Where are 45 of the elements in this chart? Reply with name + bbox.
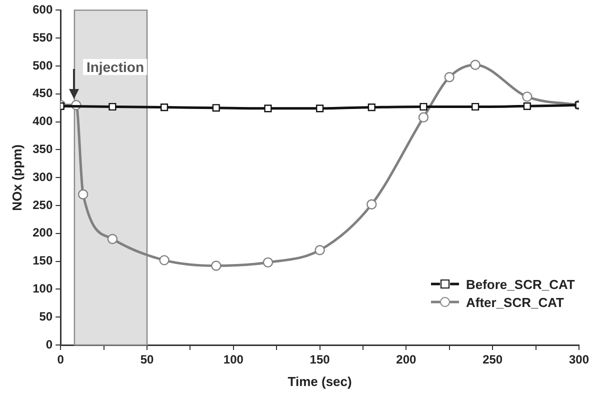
- point: [159, 255, 170, 266]
- y-tick-label: 150: [32, 254, 53, 268]
- point: [470, 60, 480, 70]
- point: [211, 260, 222, 271]
- y-tick-label: 400: [32, 114, 53, 128]
- point: [316, 104, 324, 112]
- legend-label: After_SCR_CAT: [466, 294, 564, 310]
- y-tick-label: 350: [32, 142, 53, 156]
- x-tick-label: 150: [310, 352, 330, 367]
- x-tick-label: 300: [568, 352, 590, 367]
- point: [420, 102, 428, 111]
- point: [107, 234, 118, 244]
- point: [78, 189, 88, 200]
- point: [368, 104, 376, 112]
- y-tick-label: 200: [32, 226, 53, 240]
- x-tick-label: 0: [57, 352, 64, 367]
- x-tick-label: 50: [140, 352, 154, 367]
- point: [522, 92, 532, 102]
- point: [262, 257, 274, 268]
- y-tick-label: 600: [32, 2, 53, 17]
- y-tick-label: 550: [32, 30, 53, 44]
- legend-label: Before_SCR_CAT: [466, 276, 575, 292]
- point: [314, 245, 325, 256]
- y-tick-label: 250: [32, 198, 53, 212]
- point: [366, 199, 377, 210]
- x-tick-label: 100: [223, 352, 244, 367]
- point: [444, 72, 454, 82]
- x-tick-label: 250: [482, 352, 503, 367]
- point: [523, 102, 531, 110]
- y-tick-label: 0: [46, 337, 53, 352]
- y-tick-label: 100: [32, 282, 53, 296]
- x-axis-title: Time (sec): [288, 374, 352, 389]
- y-axis-title: NOx (ppm): [9, 144, 24, 211]
- y-tick-label: 450: [32, 86, 53, 100]
- point: [108, 102, 116, 111]
- x-tick-label: 200: [396, 352, 417, 367]
- point: [418, 112, 429, 122]
- annotation: Injection: [83, 59, 147, 76]
- y-tick-label: 50: [39, 309, 53, 324]
- point: [212, 104, 220, 112]
- point: [472, 102, 480, 111]
- point: [160, 104, 168, 112]
- y-tick-label: 500: [32, 58, 53, 72]
- y-tick-label: 300: [32, 170, 53, 184]
- point: [264, 104, 272, 112]
